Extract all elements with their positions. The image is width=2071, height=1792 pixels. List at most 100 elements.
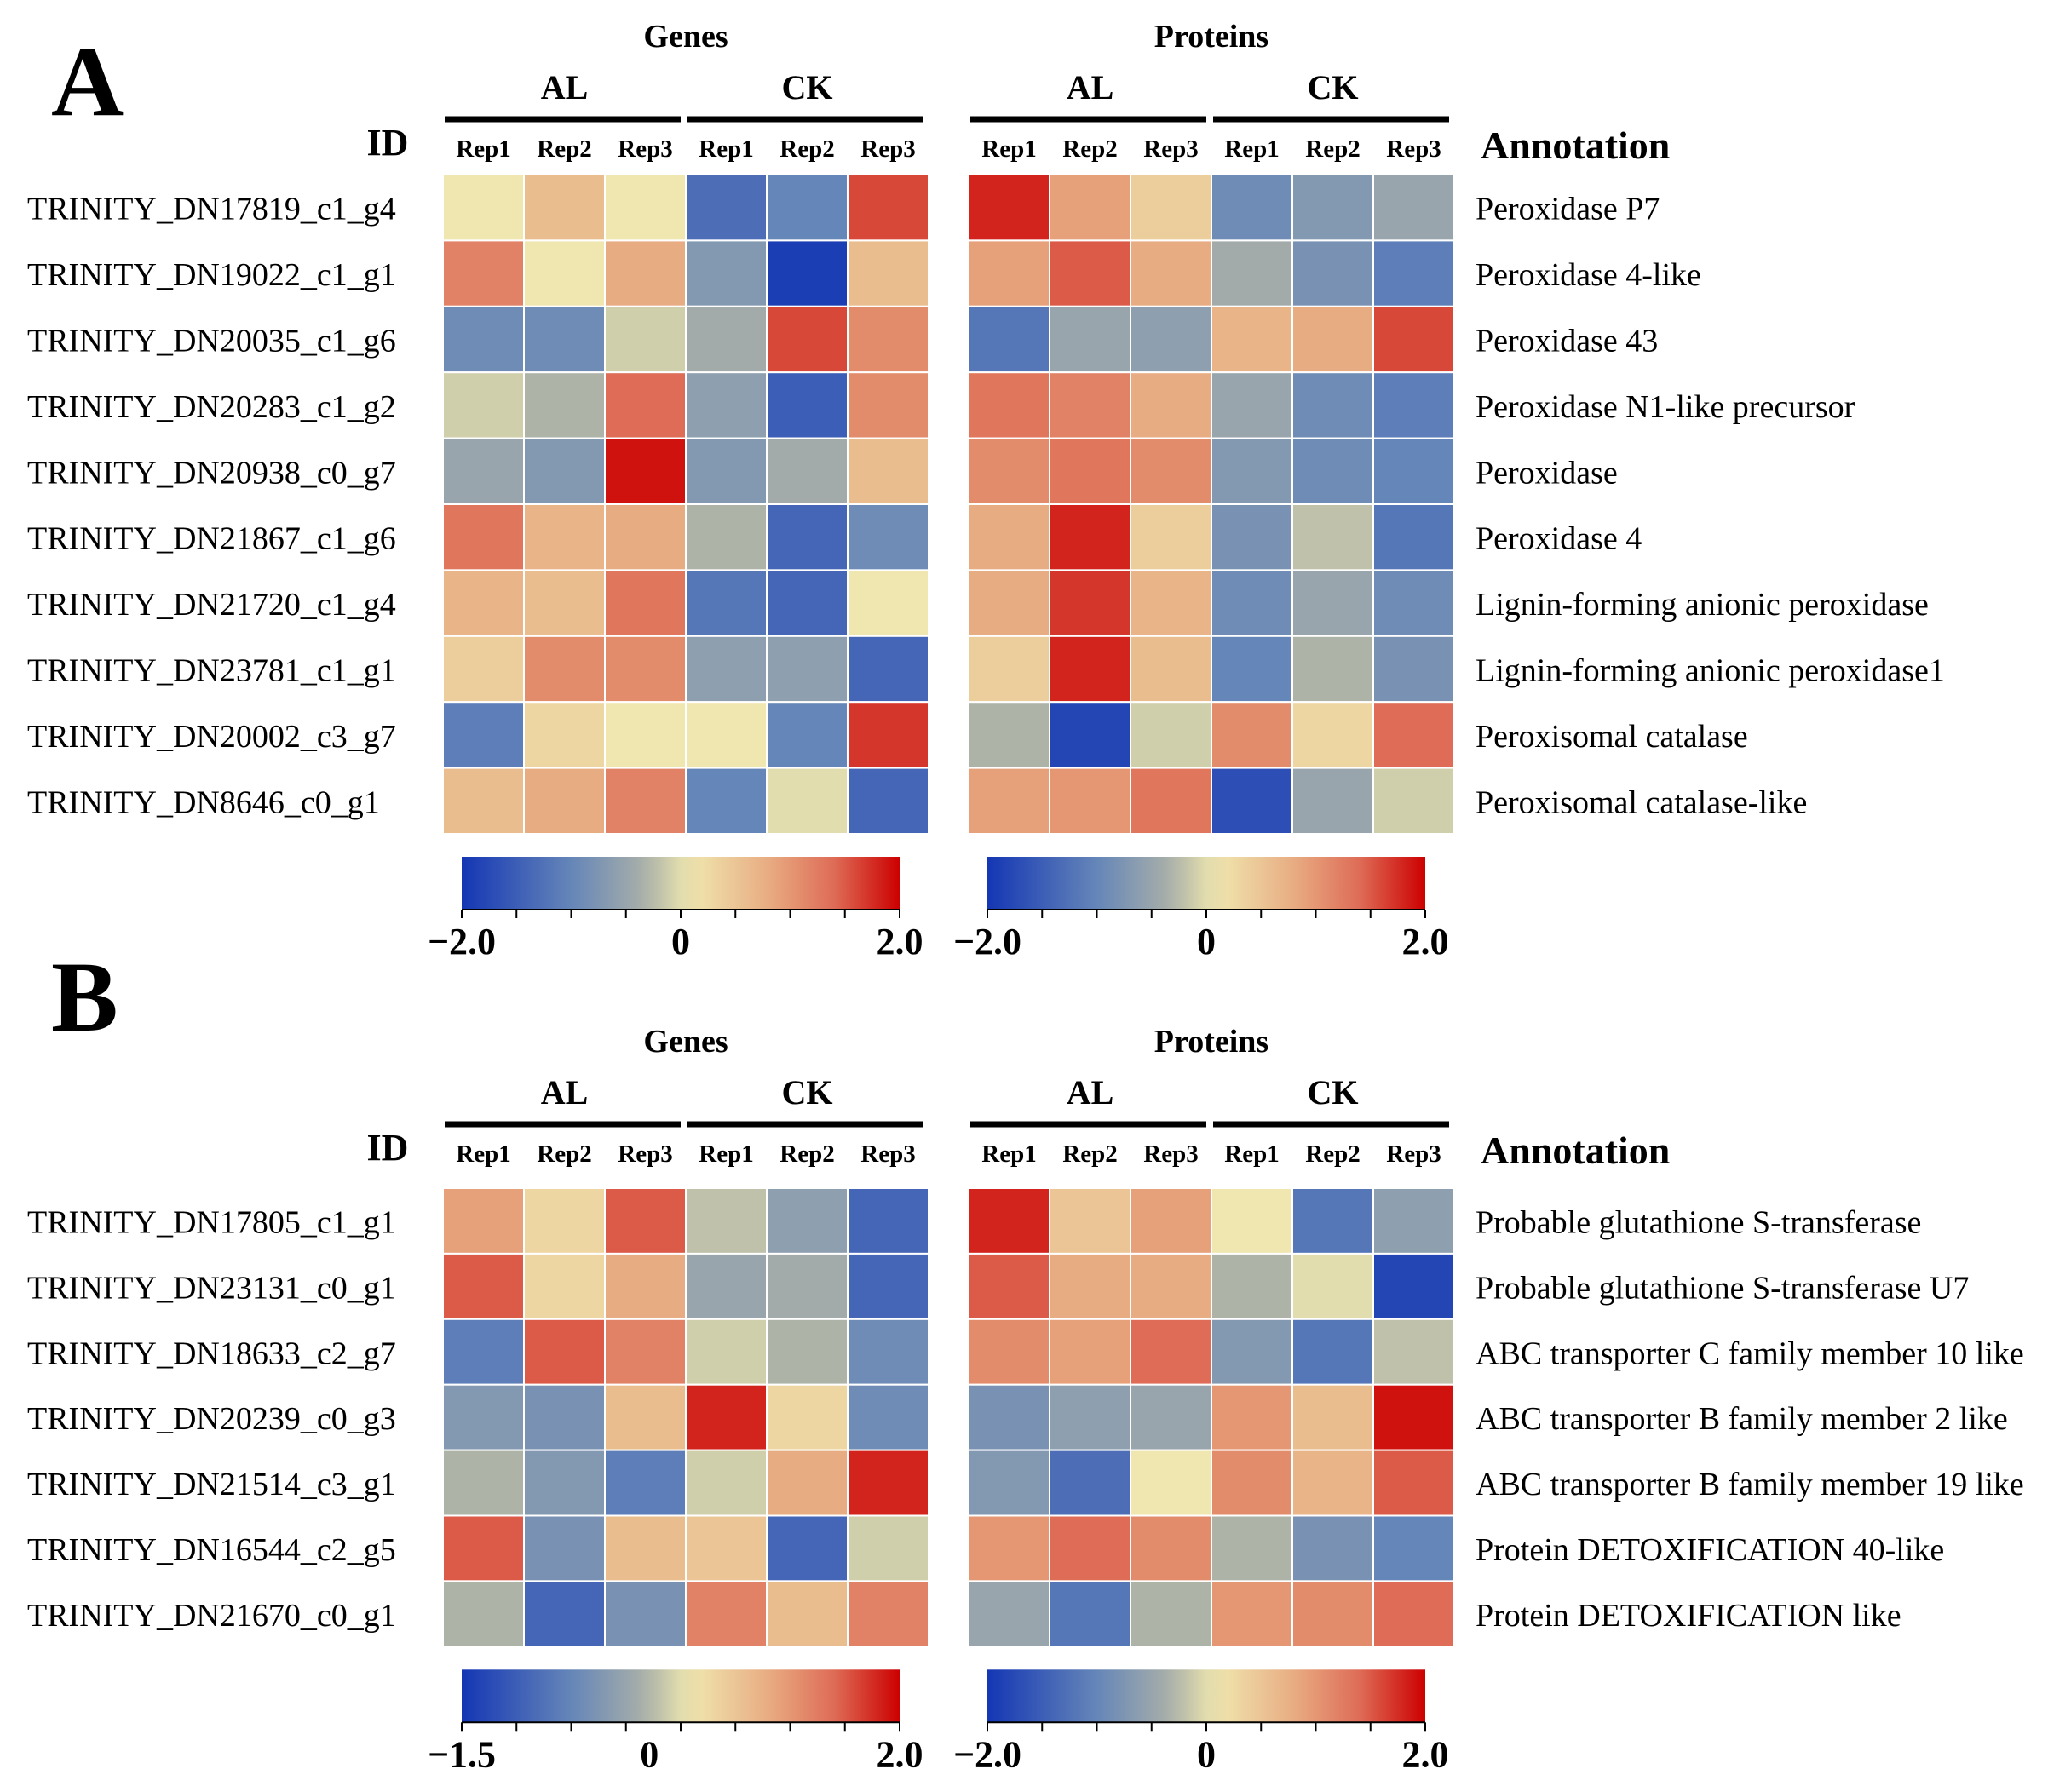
heatmap-cell bbox=[968, 767, 1050, 835]
heatmap-cell bbox=[604, 503, 687, 571]
heatmap-cell bbox=[1372, 1580, 1455, 1648]
row-id-label: TRINITY_DN18633_c2_g7 bbox=[27, 1335, 396, 1371]
heatmap-cell bbox=[604, 569, 687, 637]
heatmap-cell bbox=[604, 305, 687, 374]
heatmap-cell bbox=[968, 371, 1050, 439]
heatmap-cell bbox=[1211, 1318, 1293, 1386]
heatmap-cell bbox=[766, 437, 849, 505]
heatmap-cell bbox=[1049, 174, 1131, 242]
row-annotation: Peroxisomal catalase bbox=[1476, 719, 1748, 755]
heatmap-cell bbox=[1291, 239, 1374, 307]
group-label: AL bbox=[541, 68, 589, 106]
heatmap-cell bbox=[442, 1252, 525, 1320]
heatmap-cell bbox=[1211, 1449, 1293, 1517]
heatmap-cell bbox=[1211, 1514, 1293, 1582]
heatmap-cell bbox=[685, 767, 768, 835]
heatmap-cell bbox=[1130, 503, 1212, 571]
colorbar-label: 0 bbox=[1197, 1733, 1216, 1775]
group-label: CK bbox=[782, 68, 833, 106]
id-header: ID bbox=[367, 1127, 409, 1169]
heatmap-cell bbox=[1130, 1449, 1212, 1517]
replicate-label: Rep3 bbox=[1143, 135, 1198, 163]
heatmap-cell bbox=[523, 1514, 606, 1582]
heatmap-cell bbox=[766, 767, 849, 835]
heatmap-cell bbox=[1130, 569, 1212, 637]
replicate-label: Rep2 bbox=[1305, 1140, 1360, 1168]
heatmap-cell bbox=[1372, 371, 1455, 439]
heatmap-cell bbox=[766, 701, 849, 769]
replicate-label: Rep2 bbox=[780, 1140, 834, 1168]
heatmap-cell bbox=[847, 1580, 929, 1648]
heatmap-cell bbox=[604, 635, 687, 704]
heatmap-cell bbox=[847, 1383, 929, 1451]
block-title: Proteins bbox=[1154, 1024, 1268, 1060]
heatmap-cell bbox=[1372, 503, 1455, 571]
annotation-header: Annotation bbox=[1481, 1129, 1670, 1172]
heatmap-cell bbox=[1291, 1449, 1374, 1517]
heatmap-cell bbox=[766, 1514, 849, 1582]
heatmap-cell bbox=[523, 767, 606, 835]
block-title: Proteins bbox=[1154, 19, 1268, 55]
colorbar-label: 0 bbox=[1197, 921, 1216, 962]
heatmap-cell bbox=[1211, 174, 1293, 242]
block-title: Genes bbox=[643, 1024, 728, 1060]
colorbar-label: −1.5 bbox=[428, 1733, 496, 1775]
heatmap-cell bbox=[1372, 1383, 1455, 1451]
heatmap-cell bbox=[1130, 1514, 1212, 1582]
replicate-label: Rep1 bbox=[699, 135, 753, 163]
heatmap-cell bbox=[523, 1187, 606, 1255]
heatmap-cell bbox=[1372, 767, 1455, 835]
heatmap-cell bbox=[766, 1252, 849, 1320]
replicate-label: Rep1 bbox=[1224, 135, 1279, 163]
colorbar-label: 0 bbox=[671, 921, 690, 962]
heatmap-cell bbox=[968, 635, 1050, 704]
row-id-label: TRINITY_DN17805_c1_g1 bbox=[27, 1204, 396, 1240]
heatmap-cell bbox=[523, 239, 606, 307]
replicate-label: Rep1 bbox=[981, 1140, 1036, 1168]
block-title: Genes bbox=[643, 19, 728, 55]
row-id-label: TRINITY_DN20002_c3_g7 bbox=[27, 719, 396, 755]
heatmap-cell bbox=[1130, 174, 1212, 242]
row-annotation: ABC transporter C family member 10 like bbox=[1476, 1335, 2024, 1371]
row-id-label: TRINITY_DN23131_c0_g1 bbox=[27, 1270, 396, 1306]
heatmap-cell bbox=[1130, 1318, 1212, 1386]
replicate-label: Rep2 bbox=[1062, 1140, 1117, 1168]
row-annotation: Lignin-forming anionic peroxidase1 bbox=[1476, 653, 1945, 689]
heatmap-cell bbox=[1211, 305, 1293, 374]
colorbar bbox=[987, 1669, 1425, 1723]
heatmap-cell bbox=[604, 1252, 687, 1320]
heatmap-cell bbox=[1130, 1252, 1212, 1320]
heatmap-cell bbox=[968, 1252, 1050, 1320]
heatmap-cell bbox=[1130, 371, 1212, 439]
replicate-label: Rep3 bbox=[1143, 1140, 1198, 1168]
heatmap-cell bbox=[766, 1580, 849, 1648]
row-annotation: Protein DETOXIFICATION like bbox=[1476, 1598, 1901, 1634]
replicate-label: Rep1 bbox=[1224, 1140, 1279, 1168]
heatmap-cell bbox=[1291, 1514, 1374, 1582]
heatmap-cell bbox=[968, 1514, 1050, 1582]
row-annotation: ABC transporter B family member 19 like bbox=[1476, 1467, 2024, 1502]
heatmap-cell bbox=[847, 1449, 929, 1517]
heatmap-cell bbox=[1049, 701, 1131, 769]
heatmap-cell bbox=[604, 239, 687, 307]
heatmap-cell bbox=[1291, 1580, 1374, 1648]
heatmap-cell bbox=[1049, 1252, 1131, 1320]
heatmap-cell bbox=[847, 767, 929, 835]
heatmap-cell bbox=[968, 1580, 1050, 1648]
heatmap-cell bbox=[1291, 371, 1374, 439]
row-annotation: Lignin-forming anionic peroxidase bbox=[1476, 587, 1929, 623]
replicate-label: Rep1 bbox=[456, 1140, 510, 1168]
row-annotation: Protein DETOXIFICATION 40-like bbox=[1476, 1532, 1944, 1568]
heatmap-cell bbox=[685, 635, 768, 704]
colorbar-label: 2.0 bbox=[877, 1733, 923, 1775]
heatmap-cell bbox=[442, 503, 525, 571]
heatmap-cell bbox=[685, 371, 768, 439]
heatmap-cell bbox=[685, 569, 768, 637]
heatmap-cell bbox=[442, 305, 525, 374]
heatmap-cell bbox=[523, 1580, 606, 1648]
heatmap-cell bbox=[1372, 305, 1455, 374]
row-id-label: TRINITY_DN20239_c0_g3 bbox=[27, 1401, 396, 1437]
heatmap-cell bbox=[1049, 305, 1131, 374]
heatmap-cell bbox=[766, 569, 849, 637]
replicate-label: Rep2 bbox=[780, 135, 834, 163]
